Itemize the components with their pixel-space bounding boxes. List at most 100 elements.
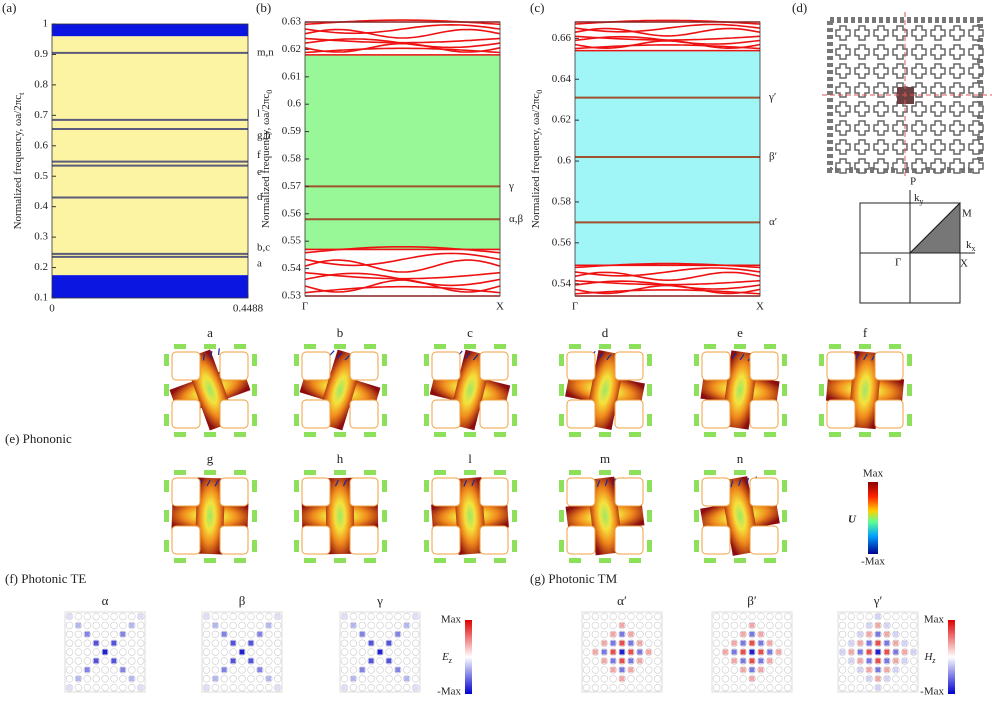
band-curve [575, 272, 760, 280]
field-spot [637, 658, 642, 663]
hole [432, 478, 460, 506]
field-spot [67, 614, 72, 619]
edge-strip [694, 414, 699, 426]
field-spot [129, 676, 134, 681]
edge-strip [204, 470, 216, 475]
field-spot [840, 650, 845, 655]
field-spot [646, 650, 651, 655]
field-spot [750, 676, 755, 681]
mode-label: f [863, 325, 868, 340]
phononic-field [164, 470, 257, 563]
hole [350, 352, 378, 380]
edge-strip [819, 384, 824, 396]
field-spot [76, 676, 81, 681]
edge-strip [434, 470, 446, 475]
y-tick-label: 0.53 [282, 290, 302, 302]
mode-label: α′ [617, 593, 627, 608]
edge-strip [782, 384, 787, 396]
field-spot [867, 641, 872, 646]
field-spot [884, 676, 889, 681]
edge-strip [304, 470, 316, 475]
field-spot [129, 623, 134, 628]
mode-label: β [239, 593, 246, 608]
field-spot [620, 632, 625, 637]
edge-strip [704, 344, 716, 349]
pass-band [305, 20, 500, 55]
y-axis-label-main: Normalized frequency, ωa/2πc [260, 94, 272, 229]
edge-strip [164, 510, 169, 522]
field-spot [876, 632, 881, 637]
hole [350, 400, 378, 428]
field-spot [741, 658, 746, 663]
hole [350, 526, 378, 554]
k-label-sub: y [920, 197, 924, 206]
edge-strip [704, 558, 716, 563]
edge-strip [382, 384, 387, 396]
hole [702, 400, 730, 428]
edge-strip [252, 384, 257, 396]
mode-label: g [207, 451, 214, 466]
edge-strip [647, 510, 652, 522]
y-tick-label: 0.8 [34, 78, 48, 90]
mode-label: γ′ [768, 91, 776, 103]
edge-strip [234, 344, 246, 349]
edge-strip [364, 432, 376, 437]
mode-label: b,c [257, 241, 270, 253]
y-tick-label: 0.1 [34, 292, 48, 304]
field-spot [867, 667, 872, 672]
colorbar-name: Hz [923, 651, 936, 666]
edge-strip [512, 480, 517, 492]
photonic-field [65, 612, 145, 692]
panel-label: (d) [792, 0, 807, 15]
field-spot [858, 667, 863, 672]
edge-strip [494, 344, 506, 349]
panel-label: (f) Photonic TE [5, 571, 86, 586]
mode-label: α,β [509, 213, 524, 225]
edge-strip [334, 558, 346, 563]
field-spot [902, 650, 907, 655]
field-spot [628, 667, 633, 672]
y-tick-label: 0.55 [282, 235, 302, 247]
x-tick-label: Γ [302, 301, 308, 313]
edge-strip [859, 344, 871, 349]
field-spot [858, 632, 863, 637]
edge-strip [382, 414, 387, 426]
hole [172, 352, 200, 380]
hole [172, 400, 200, 428]
field-spot [611, 667, 616, 672]
y-axis-label-sub: t [17, 92, 26, 95]
field-spot [413, 614, 418, 619]
edge-strip [647, 354, 652, 366]
field-spot [369, 641, 374, 646]
field-spot [876, 676, 881, 681]
hole [750, 478, 778, 506]
edge-strip [434, 432, 446, 437]
colorbar-label: Max [863, 468, 884, 480]
edge-strip [629, 470, 641, 475]
edge-strip [294, 414, 299, 426]
field-spot [266, 623, 271, 628]
band-gap [52, 36, 248, 275]
y-tick-label: 0.63 [282, 16, 302, 28]
photonic-field [712, 612, 792, 692]
mode-label: β′ [769, 150, 777, 162]
pass-band [305, 247, 500, 296]
colorbar-name-sub: z [931, 656, 936, 665]
colorbar-label: -Max [861, 556, 885, 568]
hole [702, 352, 730, 380]
field-spot [858, 658, 863, 663]
edge-strip [234, 470, 246, 475]
field-spot [884, 641, 889, 646]
field-spot [602, 650, 607, 655]
field-spot [342, 614, 347, 619]
lattice-label: P [910, 176, 916, 188]
edge-strip [424, 384, 429, 396]
point-label: Γ [895, 257, 901, 269]
field-spot [222, 632, 227, 637]
hole [615, 352, 643, 380]
field-spot [876, 623, 881, 628]
field-spot [767, 641, 772, 646]
edge-strip [694, 480, 699, 492]
pass-band [575, 264, 760, 296]
field-spot [360, 667, 365, 672]
